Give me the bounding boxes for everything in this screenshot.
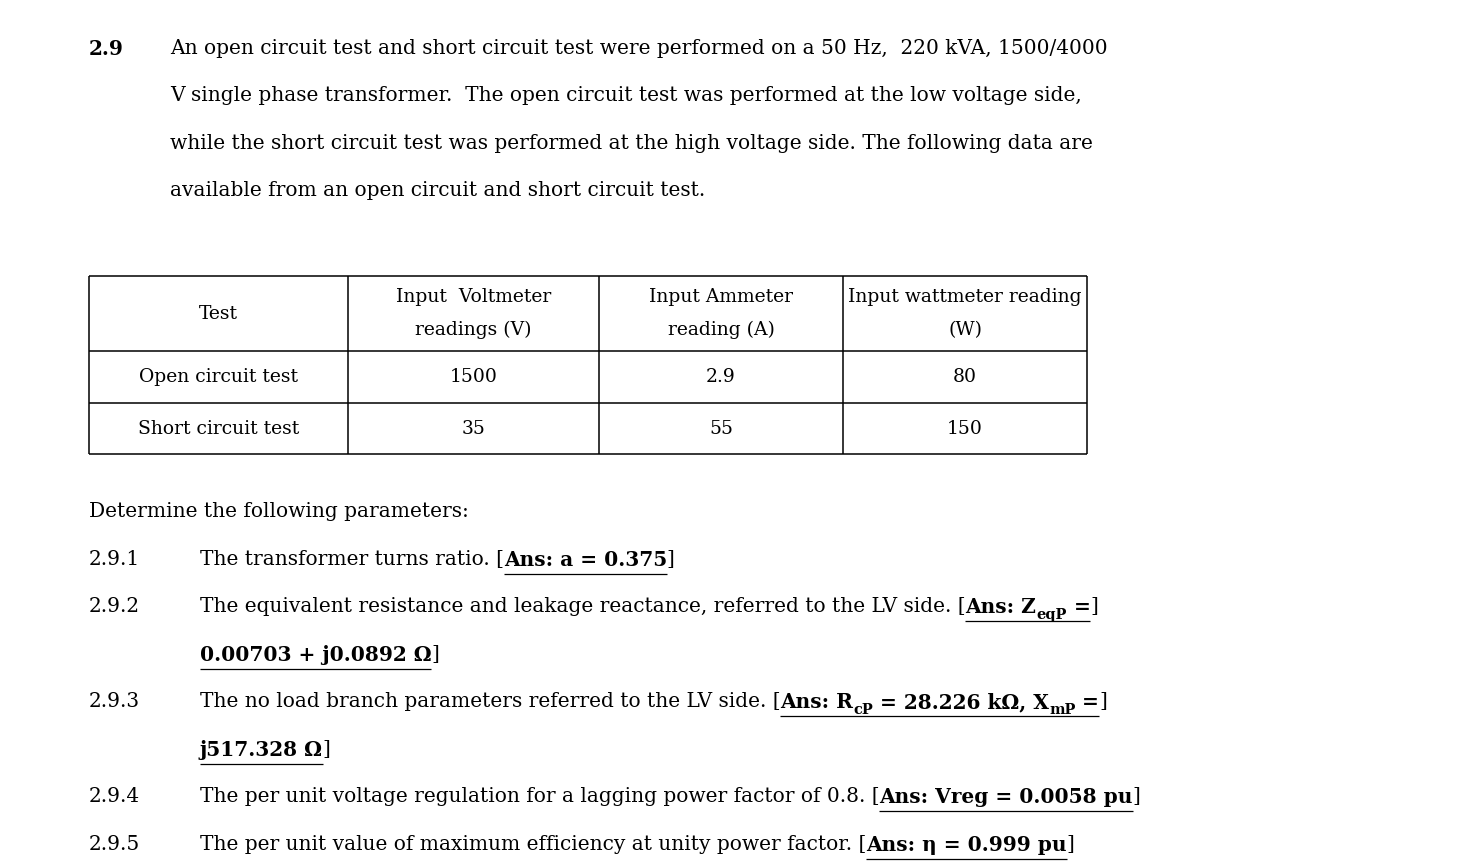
Text: Ans: η = 0.999 pu: Ans: η = 0.999 pu: [867, 835, 1066, 854]
Text: ]: ]: [1090, 597, 1099, 616]
Text: readings (V): readings (V): [416, 321, 531, 340]
Text: 150: 150: [947, 420, 984, 437]
Text: Ans: Z: Ans: Z: [966, 597, 1037, 617]
Text: 0.00703 + j0.0892 Ω: 0.00703 + j0.0892 Ω: [200, 645, 432, 664]
Text: Test: Test: [198, 305, 238, 322]
Text: ]: ]: [322, 740, 330, 759]
Text: ]: ]: [667, 550, 674, 569]
Text: j517.328 Ω: j517.328 Ω: [200, 740, 322, 759]
Text: Open circuit test: Open circuit test: [139, 368, 297, 385]
Text: 2.9: 2.9: [705, 368, 737, 385]
Text: mP: mP: [1049, 703, 1075, 717]
Text: eqP: eqP: [1037, 608, 1066, 622]
Text: =: =: [1066, 597, 1090, 617]
Text: 80: 80: [952, 368, 978, 385]
Text: cP: cP: [853, 703, 873, 717]
Text: ]: ]: [1133, 787, 1140, 806]
Text: 2.9.4: 2.9.4: [89, 787, 141, 806]
Text: The per unit voltage regulation for a lagging power factor of 0.8. [: The per unit voltage regulation for a la…: [200, 787, 880, 806]
Text: Input wattmeter reading: Input wattmeter reading: [849, 289, 1081, 306]
Text: Short circuit test: Short circuit test: [138, 420, 299, 437]
Text: reading (A): reading (A): [667, 321, 775, 340]
Text: =: =: [1075, 692, 1099, 712]
Text: The per unit value of maximum efficiency at unity power factor. [: The per unit value of maximum efficiency…: [200, 835, 867, 854]
Text: 2.9: 2.9: [89, 39, 124, 59]
Text: available from an open circuit and short circuit test.: available from an open circuit and short…: [170, 181, 705, 200]
Text: An open circuit test and short circuit test were performed on a 50 Hz,  220 kVA,: An open circuit test and short circuit t…: [170, 39, 1108, 58]
Text: 1500: 1500: [450, 368, 497, 385]
Text: 55: 55: [708, 420, 734, 437]
Text: V single phase transformer.  The open circuit test was performed at the low volt: V single phase transformer. The open cir…: [170, 86, 1081, 105]
Text: ]: ]: [1099, 692, 1108, 711]
Text: (W): (W): [948, 321, 982, 339]
Text: 2.9.1: 2.9.1: [89, 550, 141, 569]
Text: 2.9.3: 2.9.3: [89, 692, 141, 711]
Text: while the short circuit test was performed at the high voltage side. The followi: while the short circuit test was perform…: [170, 134, 1093, 153]
Text: Ans: R: Ans: R: [781, 692, 853, 712]
Text: 35: 35: [461, 420, 485, 437]
Text: Determine the following parameters:: Determine the following parameters:: [89, 502, 469, 521]
Text: 2.9.5: 2.9.5: [89, 835, 141, 854]
Text: Ans: a = 0.375: Ans: a = 0.375: [504, 550, 667, 569]
Text: ]: ]: [1066, 835, 1075, 854]
Text: Ans: Vreg = 0.0058 pu: Ans: Vreg = 0.0058 pu: [880, 787, 1133, 807]
Text: 2.9.2: 2.9.2: [89, 597, 141, 616]
Text: The transformer turns ratio. [: The transformer turns ratio. [: [200, 550, 504, 569]
Text: The no load branch parameters referred to the LV side. [: The no load branch parameters referred t…: [200, 692, 781, 711]
Text: Input  Voltmeter: Input Voltmeter: [396, 289, 550, 306]
Text: The equivalent resistance and leakage reactance, referred to the LV side. [: The equivalent resistance and leakage re…: [200, 597, 966, 616]
Text: Input Ammeter: Input Ammeter: [649, 289, 793, 306]
Text: = 28.226 kΩ, X: = 28.226 kΩ, X: [873, 692, 1049, 712]
Text: ]: ]: [432, 645, 439, 664]
